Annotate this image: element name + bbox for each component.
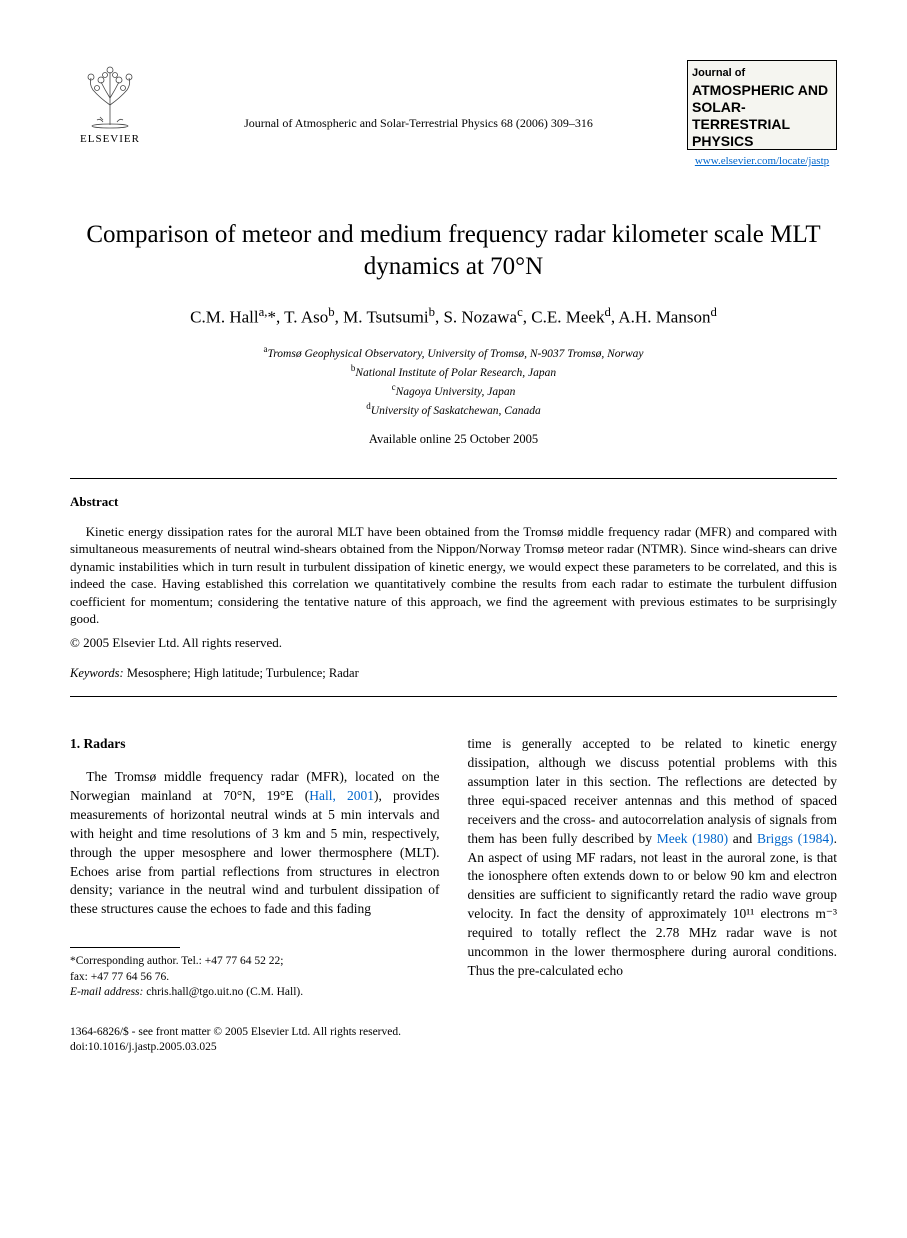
elsevier-tree-icon — [75, 60, 145, 130]
email-label: E-mail address: — [70, 986, 143, 998]
abstract-copyright: © 2005 Elsevier Ltd. All rights reserved… — [70, 634, 837, 652]
page-header: ELSEVIER Journal of Atmospheric and Sola… — [70, 60, 837, 169]
text-run: . An aspect of using MF radars, not leas… — [468, 831, 838, 978]
section-number: 1. — [70, 736, 80, 751]
keywords-text: Mesosphere; High latitude; Turbulence; R… — [124, 666, 359, 680]
body-columns: 1. Radars The Tromsø middle frequency ra… — [70, 735, 837, 1001]
text-run: time is generally accepted to be related… — [468, 736, 838, 845]
section-title: Radars — [84, 736, 126, 751]
abstract-body: Kinetic energy dissipation rates for the… — [70, 523, 837, 628]
email-address: chris.hall@tgo.uit.no (C.M. Hall). — [143, 986, 303, 998]
abstract-heading: Abstract — [70, 493, 837, 511]
email-line: E-mail address: chris.hall@tgo.uit.no (C… — [70, 985, 440, 1001]
section-heading: 1. Radars — [70, 735, 440, 754]
citation-link[interactable]: Briggs (1984) — [757, 831, 834, 846]
body-paragraph-left: The Tromsø middle frequency radar (MFR),… — [70, 768, 440, 919]
affiliation-line: aTromsø Geophysical Observatory, Univers… — [70, 343, 837, 362]
footnote-separator — [70, 947, 180, 948]
right-column: time is generally accepted to be related… — [468, 735, 838, 1001]
doi-line: doi:10.1016/j.jastp.2005.03.025 — [70, 1040, 837, 1056]
affiliation-line: dUniversity of Saskatchewan, Canada — [70, 400, 837, 419]
page-footer: 1364-6826/$ - see front matter © 2005 El… — [70, 1025, 837, 1056]
available-online-date: Available online 25 October 2005 — [70, 431, 837, 448]
footnotes: *Corresponding author. Tel.: +47 77 64 5… — [70, 954, 440, 1001]
journal-cover-box: Journal of ATMOSPHERIC AND SOLAR-TERREST… — [687, 60, 837, 150]
affiliations: aTromsø Geophysical Observatory, Univers… — [70, 343, 837, 419]
text-run: and — [728, 831, 757, 846]
keywords-label: Keywords: — [70, 666, 124, 680]
body-paragraph-right: time is generally accepted to be related… — [468, 735, 838, 981]
publisher-name: ELSEVIER — [80, 132, 140, 147]
issn-line: 1364-6826/$ - see front matter © 2005 El… — [70, 1025, 837, 1041]
publisher-logo: ELSEVIER — [70, 60, 150, 150]
divider-bottom — [70, 696, 837, 697]
affiliation-line: cNagoya University, Japan — [70, 381, 837, 400]
journal-link[interactable]: www.elsevier.com/locate/jastp — [687, 154, 837, 169]
journal-title-line2: ATMOSPHERIC AND SOLAR-TERRESTRIAL PHYSIC… — [692, 82, 832, 149]
divider-top — [70, 478, 837, 479]
text-run: ), provides measurements of horizontal n… — [70, 788, 440, 916]
author-list: C.M. Halla,*, T. Asob, M. Tsutsumib, S. … — [70, 304, 837, 330]
affiliation-line: bNational Institute of Polar Research, J… — [70, 362, 837, 381]
left-column: 1. Radars The Tromsø middle frequency ra… — [70, 735, 440, 1001]
corresponding-author: *Corresponding author. Tel.: +47 77 64 5… — [70, 954, 440, 970]
keywords-line: Keywords: Mesosphere; High latitude; Tur… — [70, 665, 837, 682]
citation-link[interactable]: Hall, 2001 — [309, 788, 374, 803]
journal-title-block: Journal of ATMOSPHERIC AND SOLAR-TERREST… — [687, 60, 837, 169]
journal-title-line1: Journal of — [692, 67, 832, 80]
article-title: Comparison of meteor and medium frequenc… — [70, 219, 837, 284]
fax-line: fax: +47 77 64 56 76. — [70, 970, 440, 986]
journal-reference: Journal of Atmospheric and Solar-Terrest… — [150, 60, 687, 131]
citation-link[interactable]: Meek (1980) — [657, 831, 728, 846]
